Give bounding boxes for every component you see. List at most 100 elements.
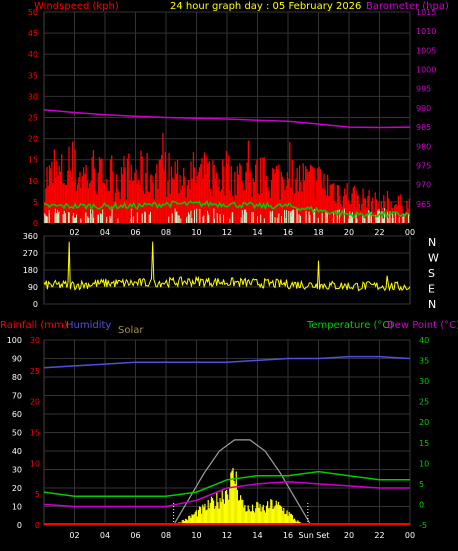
temperature-tick-label: 25 (419, 398, 429, 407)
direction-tick-label: 180 (23, 266, 38, 275)
time-tick-label: 02 (69, 228, 79, 237)
time-tick-label: 08 (161, 531, 171, 540)
windspeed-tick-label: 0 (33, 219, 38, 228)
humidity-tick-label: 0 (17, 521, 22, 530)
time-tick-label: 00 (405, 531, 415, 540)
time-tick-label: 06 (130, 228, 140, 237)
time-tick-label: 00 (405, 228, 415, 237)
time-tick-label: 22 (374, 531, 384, 540)
windspeed-tick-label: 25 (28, 114, 38, 123)
barometer-tick-label: 985 (416, 123, 431, 132)
humidity-tick-label: 80 (12, 373, 22, 382)
barometer-axis-title: Barometer (hpa) (366, 1, 449, 12)
humidity-tick-label: 70 (12, 392, 22, 401)
barometer-tick-label: 970 (416, 181, 431, 190)
time-tick-label: 20 (344, 531, 354, 540)
time-tick-label: 16 (283, 531, 293, 540)
humidity-tick-label: 40 (12, 447, 22, 456)
barometer-tick-label: 1010 (416, 27, 436, 36)
time-tick-label: 16 (283, 228, 293, 237)
temperature-tick-label: 5 (419, 480, 424, 489)
temperature-axis-title: Temperature (°C) (306, 320, 393, 331)
barometer-tick-label: 1000 (416, 66, 436, 75)
windspeed-tick-label: 10 (28, 177, 38, 186)
windspeed-tick-label: 30 (28, 92, 38, 101)
time-tick-label: 10 (191, 531, 201, 540)
direction-tick-label: 90 (28, 283, 38, 292)
barometer-tick-label: 975 (416, 161, 431, 170)
windspeed-axis-title: Windspeed (kph) (34, 1, 119, 12)
compass-label: S (428, 267, 435, 280)
windspeed-tick-label: 45 (28, 29, 38, 38)
humidity-tick-label: 60 (12, 410, 22, 419)
humidity-axis-title: Humidity (66, 320, 111, 331)
compass-label: N (428, 298, 436, 311)
wind-direction-line (43, 241, 411, 292)
time-tick-label: 06 (130, 531, 140, 540)
direction-tick-label: 270 (23, 249, 38, 258)
compass-label: E (428, 283, 435, 296)
rainfall-tick-label: 15 (30, 429, 40, 438)
time-tick-label: 10 (191, 228, 201, 237)
temperature-tick-label: 40 (419, 336, 429, 345)
wind-average-line (43, 199, 411, 219)
rainfall-tick-label: 5 (35, 490, 40, 499)
rainfall-tick-label: 25 (30, 367, 40, 376)
time-tick-label: 08 (161, 228, 171, 237)
lower-panel-header: Rainfall (mm) Humidity Solar Temperature… (0, 320, 458, 336)
humidity-line (43, 355, 411, 369)
time-tick-label: 14 (252, 531, 262, 540)
time-tick-label: 04 (100, 228, 110, 237)
barometer-tick-label: 995 (416, 85, 431, 94)
barometer-tick-label: 990 (416, 104, 431, 113)
rainfall-tick-label: 30 (30, 336, 40, 345)
time-tick-label: 04 (100, 531, 110, 540)
humidity-tick-label: 10 (12, 503, 22, 512)
rainfall-tick-label: 20 (30, 398, 40, 407)
temperature-line (43, 470, 410, 497)
time-tick-label: 22 (374, 228, 384, 237)
temperature-tick-label: 0 (419, 500, 424, 509)
time-tick-label: 14 (252, 228, 262, 237)
temperature-tick-label: 20 (419, 418, 429, 427)
humidity-tick-label: 100 (7, 336, 22, 345)
time-tick-label: 02 (69, 531, 79, 540)
humidity-tick-label: 90 (12, 355, 22, 364)
humidity-tick-label: 20 (12, 484, 22, 493)
humidity-tick-label: 50 (12, 429, 22, 438)
temperature-tick-label: 10 (419, 459, 429, 468)
barometer-line (43, 109, 411, 129)
direction-tick-label: 360 (23, 232, 38, 241)
rainfall-tick-label: 0 (35, 521, 40, 530)
temperature-tick-label: 30 (419, 377, 429, 386)
barometer-tick-label: 980 (416, 142, 431, 151)
barometer-tick-label: 1015 (416, 8, 436, 17)
solar-axis-title: Solar (118, 325, 144, 336)
windspeed-tick-label: 40 (28, 50, 38, 59)
dewpoint-axis-title: Dew Point (°C) (387, 320, 458, 331)
windspeed-tick-label: 5 (33, 198, 38, 207)
windspeed-tick-label: 20 (28, 135, 38, 144)
chart-title: 24 hour graph day : 05 February 2026 (170, 1, 361, 12)
windspeed-tick-label: 35 (28, 71, 38, 80)
time-tick-label: 12 (222, 531, 232, 540)
compass-label: W (428, 252, 439, 265)
temperature-tick-label: -5 (419, 521, 427, 530)
sunset-label: Sun Set (299, 531, 330, 540)
time-tick-label: 18 (313, 228, 323, 237)
compass-label: N (428, 236, 436, 249)
humidity-tick-label: 30 (12, 466, 22, 475)
rainfall-axis-title: Rainfall (mm) (0, 320, 68, 331)
solar-max-curve (173, 439, 312, 526)
windspeed-tick-label: 15 (28, 156, 38, 165)
barometer-tick-label: 965 (416, 200, 431, 209)
temperature-tick-label: 35 (419, 357, 429, 366)
dewpoint-line (43, 481, 410, 508)
time-tick-label: 20 (344, 228, 354, 237)
direction-tick-label: 0 (33, 300, 38, 309)
time-tick-label: 12 (222, 228, 232, 237)
barometer-tick-label: 1005 (416, 46, 436, 55)
temperature-tick-label: 15 (419, 439, 429, 448)
header: Windspeed (kph) 24 hour graph day : 05 F… (34, 1, 449, 12)
